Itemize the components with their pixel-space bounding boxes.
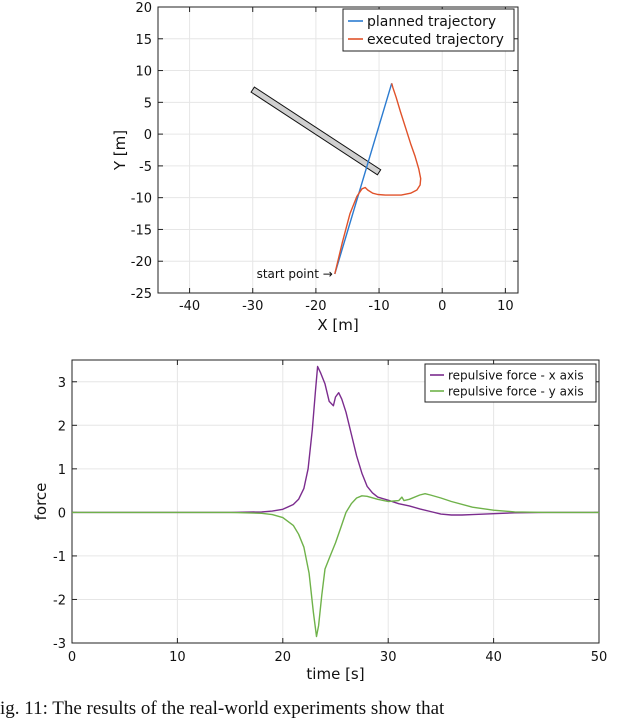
legend-label: repulsive force - y axis [448,384,584,398]
x-axis-label: time [s] [306,665,364,683]
x-tick-label: 10 [497,299,514,314]
y-axis-label: Y [m] [111,130,129,171]
x-tick-label: 30 [380,650,397,665]
y-tick-label: 0 [58,506,66,521]
legend-box [342,8,515,52]
legend-label: planned trajectory [367,14,496,30]
x-tick-label: -20 [305,299,326,314]
plot-frame [71,359,600,644]
y-tick-label: -1 [53,550,66,565]
y-tick-label: 10 [135,65,152,80]
y-tick-label: 1 [58,463,66,478]
y-tick-label: -10 [131,192,152,207]
series-line [334,83,422,275]
y-tick-label: 0 [144,128,152,143]
obstacle-bar [250,86,382,176]
x-axis-label: X [m] [317,316,358,334]
x-tick-label: 0 [68,650,76,665]
force-chart: 0 10 20 30 40 50 -3 -2 -1 0 1 2 3 time [s] force repuls… [32,359,608,683]
x-tick-label: 10 [169,650,186,665]
y-tick-label: -3 [53,637,66,652]
legend-box [424,363,597,403]
series-line [72,365,599,516]
x-tick-label: -40 [179,299,200,314]
plot-frame [157,6,519,294]
x-tick-label: 20 [275,650,292,665]
series-line [334,83,393,275]
legend-label: executed trajectory [367,32,504,48]
legend-label: repulsive force - x axis [448,368,584,382]
x-tick-label: 0 [438,299,446,314]
start-point-label: start point → [257,267,333,281]
y-tick-label: -25 [131,287,152,302]
y-tick-label: 3 [58,376,66,391]
y-tick-label: 20 [135,1,152,16]
y-tick-label: -20 [131,255,152,270]
y-tick-label: -5 [139,160,152,175]
y-axis-label: force [32,483,50,521]
y-tick-label: 5 [144,96,152,111]
x-tick-label: 40 [485,650,502,665]
series-line [72,493,599,638]
y-tick-label: -2 [53,593,66,608]
x-tick-label: 50 [591,650,608,665]
x-tick-label: -30 [242,299,263,314]
x-tick-label: -10 [368,299,389,314]
y-tick-label: -15 [131,223,152,238]
figure-caption: ig. 11: The results of the real-world ex… [0,698,445,719]
y-tick-label: 15 [135,33,152,48]
trajectory-chart: -40 -30 -20 -10 0 10 -25 -20 -15 -10 -5 0 5 10 15 20 X [… [111,1,519,334]
y-tick-label: 2 [58,419,66,434]
